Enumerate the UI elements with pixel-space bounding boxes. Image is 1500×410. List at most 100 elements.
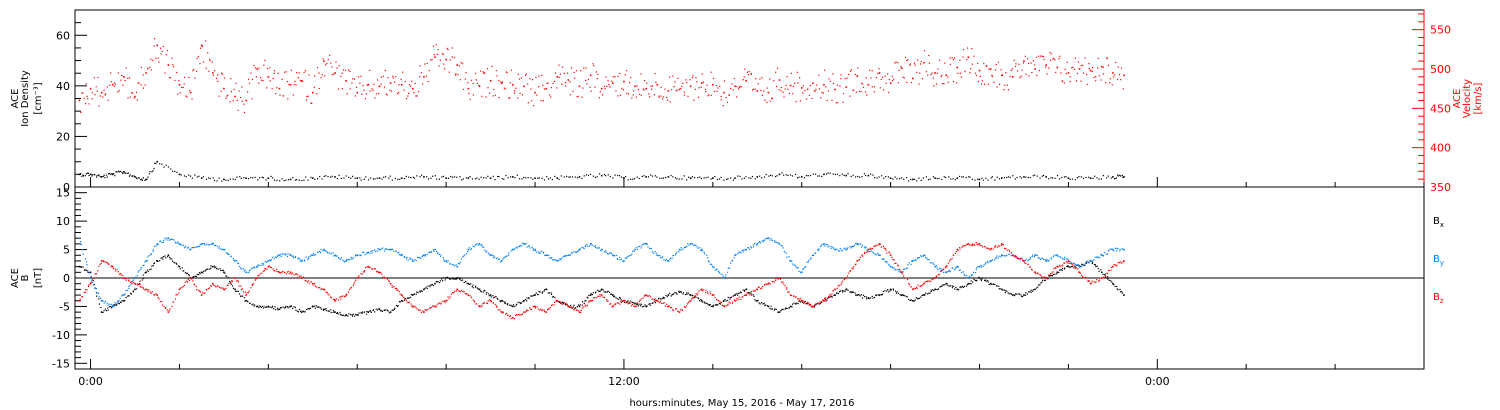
top-series-1-point bbox=[1088, 68, 1090, 70]
bottom-series-Bx-point bbox=[354, 315, 356, 317]
bottom-series-Bz-point bbox=[649, 296, 652, 298]
top-series-1-point bbox=[668, 76, 671, 78]
bottom-series-Bx-point bbox=[475, 286, 477, 288]
top-series-1-point bbox=[518, 78, 521, 80]
bottom-series-Bz-point bbox=[400, 294, 403, 296]
bottom-series-By-point bbox=[665, 258, 667, 260]
bottom-series-Bx-point bbox=[958, 289, 960, 291]
bottom-series-Bz-point bbox=[307, 280, 310, 282]
bottom-series-Bx-point bbox=[167, 254, 170, 257]
top-series-0-point bbox=[625, 175, 627, 178]
bottom-series-Bz-point bbox=[854, 264, 856, 266]
top-series-0-point bbox=[686, 179, 688, 181]
bottom-series-Bx-point bbox=[595, 291, 597, 293]
bottom-series-By-point bbox=[200, 243, 203, 245]
bottom-series-Bz-point bbox=[333, 298, 335, 300]
bottom-series-Bz-point bbox=[633, 305, 635, 307]
bottom-series-By-point bbox=[795, 266, 797, 268]
bottom-series-Bz-point bbox=[790, 294, 792, 297]
bottom-series-Bz-point bbox=[597, 295, 599, 297]
top-series-0-point bbox=[356, 177, 359, 179]
bottom-series-By-point bbox=[830, 247, 832, 249]
top-series-1-point bbox=[615, 90, 617, 92]
top-series-1-point bbox=[524, 74, 527, 76]
top-series-1-point bbox=[156, 44, 159, 47]
bottom-series-Bx-point bbox=[1010, 293, 1013, 295]
top-series-0-point bbox=[445, 177, 447, 179]
top-series-1-point bbox=[974, 72, 977, 74]
bottom-series-Bx-point bbox=[947, 284, 949, 286]
bottom-series-By-point bbox=[610, 252, 612, 254]
top-series-1-point bbox=[338, 65, 340, 67]
bottom-axis-tick-label: -10 bbox=[52, 329, 70, 342]
bottom-series-By-point bbox=[400, 254, 403, 257]
top-series-1-point bbox=[298, 72, 300, 74]
top-series-1-point bbox=[78, 99, 81, 102]
top-series-0-point bbox=[345, 175, 347, 177]
top-series-0-point bbox=[118, 171, 120, 173]
bottom-series-Bx-point bbox=[545, 288, 547, 291]
bottom-series-Bz-point bbox=[1115, 265, 1117, 267]
bottom-series-By-point bbox=[1097, 257, 1099, 259]
bottom-series-By-point bbox=[456, 265, 459, 268]
bottom-series-Bx-point bbox=[850, 291, 852, 293]
top-series-1-point bbox=[410, 85, 412, 87]
top-series-0-point bbox=[216, 180, 218, 182]
bottom-series-By-point bbox=[260, 264, 262, 267]
top-series-1-point bbox=[849, 70, 852, 72]
bottom-series-By-point bbox=[155, 245, 157, 247]
bottom-series-Bz-point bbox=[559, 300, 561, 303]
bottom-series-Bx-point bbox=[1007, 292, 1009, 294]
bottom-series-Bx-point bbox=[199, 273, 201, 275]
bottom-series-By-point bbox=[135, 276, 137, 278]
bottom-series-Bx-point bbox=[1092, 262, 1094, 264]
top-series-1-point bbox=[164, 72, 166, 74]
bottom-series-Bx-point bbox=[753, 295, 755, 298]
bottom-series-Bz-point bbox=[1036, 272, 1039, 274]
top-series-0-point bbox=[503, 178, 505, 180]
top-series-1-point bbox=[996, 86, 998, 88]
top-series-1-point bbox=[500, 82, 503, 84]
bottom-series-Bz-point bbox=[927, 281, 929, 283]
bottom-series-By-point bbox=[793, 264, 795, 266]
bottom-series-Bx-point bbox=[1085, 262, 1088, 264]
bottom-series-Bz-point bbox=[634, 305, 636, 308]
top-series-1-point bbox=[1000, 74, 1003, 77]
top-series-0-point bbox=[492, 175, 494, 177]
bottom-series-By-point bbox=[262, 263, 265, 265]
bottom-series-Bz-point bbox=[695, 293, 697, 295]
bottom-series-By-point bbox=[1116, 247, 1118, 249]
top-series-0-point bbox=[826, 173, 828, 175]
bottom-series-By-point bbox=[750, 247, 753, 249]
bottom-series-Bx-point bbox=[1117, 289, 1119, 291]
bottom-series-Bx-point bbox=[313, 305, 315, 307]
bottom-series-By-point bbox=[708, 261, 710, 263]
top-series-1-point bbox=[776, 85, 778, 88]
bottom-series-By-point bbox=[503, 256, 505, 259]
top-series-1-point bbox=[234, 95, 236, 98]
bottom-series-Bz-point bbox=[990, 247, 992, 250]
bottom-axis-label: [nT] bbox=[33, 268, 44, 288]
bottom-series-By-point bbox=[934, 265, 936, 268]
bottom-series-Bz-point bbox=[206, 289, 208, 291]
bottom-series-By-point bbox=[519, 245, 521, 248]
bottom-series-Bz-point bbox=[422, 310, 424, 312]
top-series-0-point bbox=[507, 177, 509, 179]
bottom-series-Bx-point bbox=[232, 287, 235, 290]
bottom-series-Bz-point bbox=[846, 275, 849, 277]
bottom-series-By-point bbox=[320, 249, 322, 251]
top-series-0-point bbox=[718, 178, 721, 180]
top-series-1-point bbox=[313, 86, 315, 89]
bottom-series-By-point bbox=[913, 259, 915, 262]
bottom-series-Bx-point bbox=[138, 283, 141, 285]
top-series-1-point bbox=[365, 93, 367, 95]
bottom-series-By-point bbox=[90, 280, 93, 282]
bottom-series-Bx-point bbox=[887, 291, 890, 293]
bottom-series-By-point bbox=[907, 264, 909, 266]
bottom-series-Bz-point bbox=[888, 251, 890, 253]
bottom-series-By-point bbox=[274, 256, 276, 258]
bottom-series-Bz-point bbox=[901, 273, 904, 275]
top-series-1-point bbox=[786, 76, 788, 78]
top-series-1-point bbox=[569, 81, 571, 83]
bottom-series-Bx-point bbox=[980, 278, 982, 281]
